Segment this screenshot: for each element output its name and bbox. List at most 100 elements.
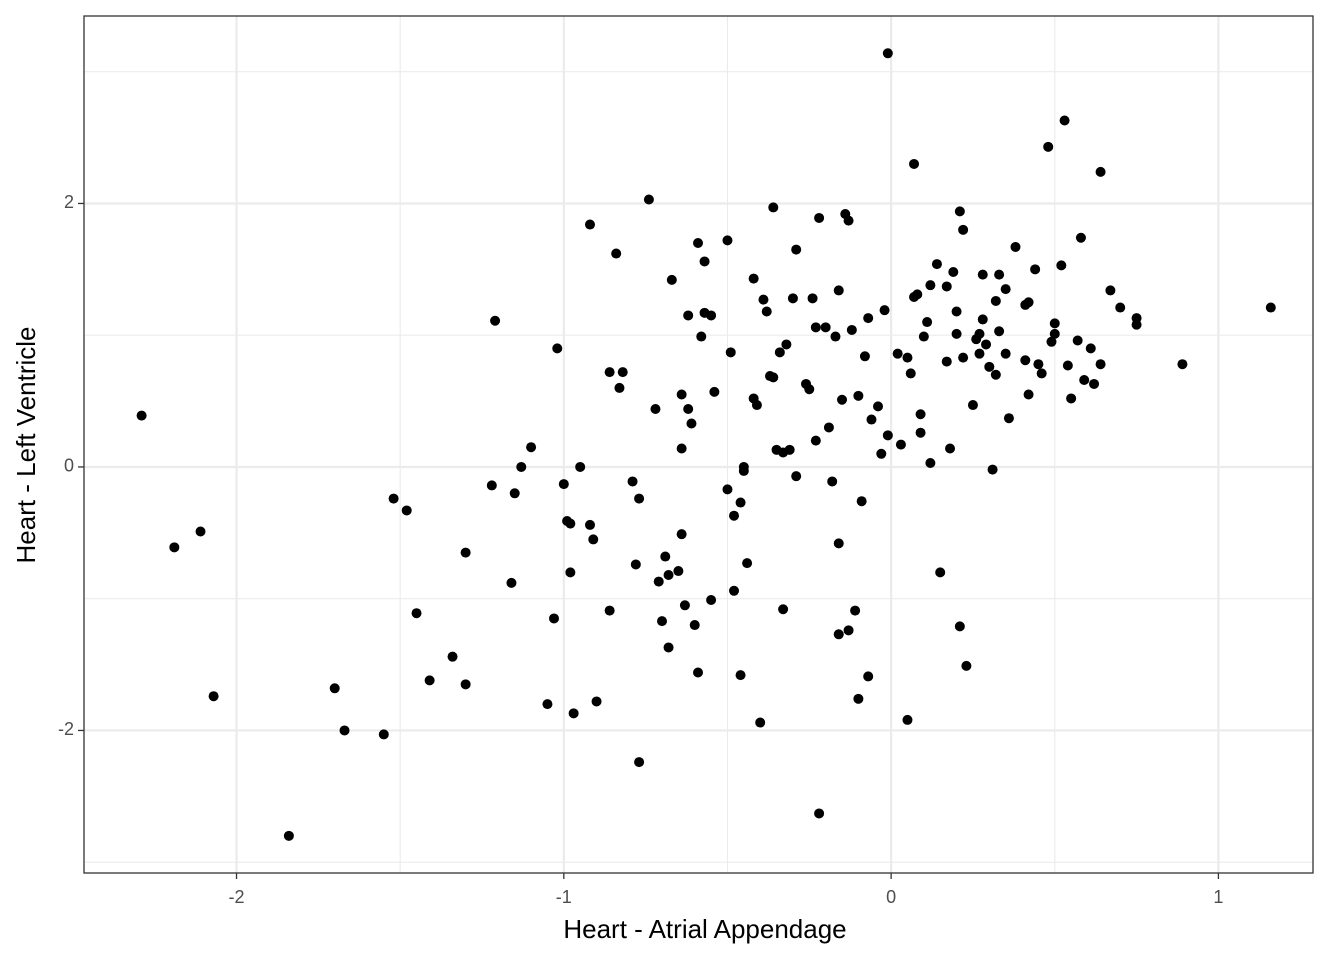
point — [630, 559, 641, 570]
panel-border — [83, 15, 1314, 874]
point — [761, 306, 772, 317]
point — [974, 328, 985, 339]
point — [1000, 348, 1011, 359]
y-axis-title: Heart - Left Ventricle — [11, 327, 41, 564]
point — [823, 422, 834, 433]
point — [686, 418, 697, 429]
point — [918, 331, 929, 342]
point — [663, 642, 674, 653]
point — [843, 215, 854, 226]
point — [552, 343, 563, 354]
point — [1033, 359, 1044, 370]
x-tick-label: 0 — [886, 887, 896, 907]
point — [981, 339, 992, 350]
point — [604, 605, 615, 616]
point — [1036, 368, 1047, 379]
point — [810, 322, 821, 333]
point — [673, 566, 684, 577]
point — [748, 273, 759, 284]
point — [676, 529, 687, 540]
point — [846, 324, 857, 335]
point — [1115, 302, 1126, 313]
point — [693, 667, 704, 678]
point — [1010, 241, 1021, 252]
point — [837, 394, 848, 405]
point — [339, 725, 350, 736]
point — [1000, 284, 1011, 295]
point — [958, 352, 969, 363]
point — [833, 538, 844, 549]
point — [925, 280, 936, 291]
point — [810, 435, 821, 446]
point — [722, 235, 733, 246]
point — [490, 315, 501, 326]
point — [807, 293, 818, 304]
point — [699, 256, 710, 267]
point — [843, 625, 854, 636]
point — [424, 675, 435, 686]
point — [666, 274, 677, 285]
point — [1046, 336, 1057, 347]
point — [643, 194, 654, 205]
point — [329, 683, 340, 694]
point — [1072, 335, 1083, 346]
point — [1105, 285, 1116, 296]
point — [804, 384, 815, 395]
point — [751, 400, 762, 411]
point — [1043, 141, 1054, 152]
point — [814, 808, 825, 819]
point — [876, 448, 887, 459]
point — [725, 347, 736, 358]
point — [925, 458, 936, 469]
point — [945, 443, 956, 454]
point — [706, 595, 717, 606]
point — [1049, 318, 1060, 329]
point — [558, 479, 569, 490]
y-tick-label: -2 — [58, 719, 74, 739]
point — [791, 244, 802, 255]
point — [195, 526, 206, 537]
point — [967, 400, 978, 411]
point — [735, 670, 746, 681]
x-tick-label: 1 — [1213, 887, 1223, 907]
point — [634, 757, 645, 768]
point — [951, 306, 962, 317]
point — [833, 285, 844, 296]
x-tick-label: -1 — [556, 887, 572, 907]
point — [774, 347, 785, 358]
point — [575, 461, 586, 472]
point — [676, 443, 687, 454]
point — [585, 519, 596, 530]
y-tick-label: 0 — [64, 456, 74, 476]
point — [781, 339, 792, 350]
point — [768, 202, 779, 213]
point — [768, 372, 779, 383]
points — [136, 48, 1276, 841]
point — [1075, 232, 1086, 243]
point — [941, 281, 952, 292]
point — [830, 331, 841, 342]
point — [1085, 343, 1096, 354]
point — [611, 248, 622, 259]
point — [650, 403, 661, 414]
point — [974, 348, 985, 359]
point — [994, 326, 1005, 337]
point — [634, 493, 645, 504]
point — [604, 367, 615, 378]
point — [709, 386, 720, 397]
point — [882, 48, 893, 59]
point — [873, 401, 884, 412]
point — [954, 621, 965, 632]
point — [1265, 302, 1276, 313]
point — [676, 389, 687, 400]
point — [1049, 328, 1060, 339]
point — [542, 699, 553, 710]
point — [526, 442, 537, 453]
point — [1023, 297, 1034, 308]
point — [863, 313, 874, 324]
point — [787, 293, 798, 304]
point — [729, 585, 740, 596]
point — [208, 691, 219, 702]
